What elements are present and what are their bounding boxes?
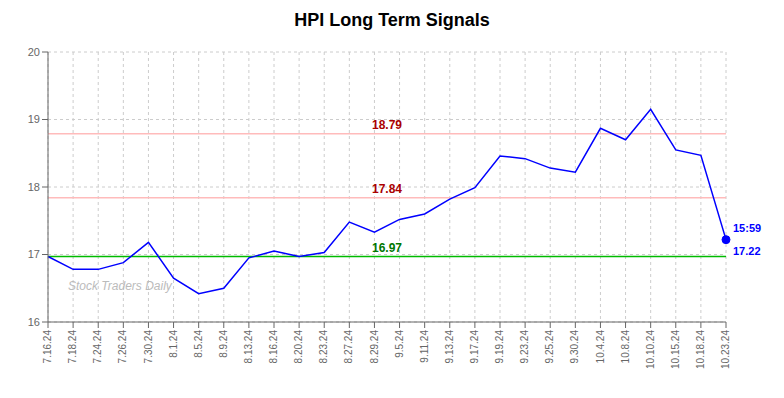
- svg-text:9.11.24: 9.11.24: [419, 330, 430, 363]
- svg-text:8.16.24: 8.16.24: [268, 330, 279, 364]
- svg-text:9.13.24: 9.13.24: [444, 330, 455, 364]
- svg-text:17: 17: [28, 248, 40, 260]
- svg-text:7.26.24: 7.26.24: [117, 330, 128, 364]
- svg-text:7.16.24: 7.16.24: [42, 330, 53, 364]
- svg-text:10.18.24: 10.18.24: [695, 330, 706, 369]
- svg-text:17.22: 17.22: [733, 245, 761, 257]
- svg-text:7.18.24: 7.18.24: [67, 330, 78, 364]
- svg-text:8.5.24: 8.5.24: [193, 330, 204, 358]
- svg-text:8.9.24: 8.9.24: [218, 330, 229, 358]
- html-text:HPI Long Term Signals: HPI Long Term Signals: [294, 10, 490, 30]
- svg-text:8.20.24: 8.20.24: [293, 330, 304, 364]
- svg-text:20: 20: [28, 46, 40, 58]
- svg-text:8.23.24: 8.23.24: [318, 330, 329, 364]
- svg-text:9.5.24: 9.5.24: [394, 330, 405, 358]
- svg-text:8.27.24: 8.27.24: [343, 330, 354, 364]
- svg-text:7.24.24: 7.24.24: [92, 330, 103, 364]
- svg-text:18: 18: [28, 181, 40, 193]
- svg-text:15:59: 15:59: [733, 222, 761, 234]
- svg-text:18.79: 18.79: [372, 118, 402, 132]
- svg-text:9.30.24: 9.30.24: [569, 330, 580, 364]
- svg-text:10.8.24: 10.8.24: [620, 330, 631, 364]
- svg-text:8.1.24: 8.1.24: [168, 330, 179, 358]
- svg-text:10.15.24: 10.15.24: [670, 330, 681, 369]
- svg-text:9.17.24: 9.17.24: [469, 330, 480, 364]
- svg-text:16.97: 16.97: [372, 241, 402, 255]
- svg-text:9.23.24: 9.23.24: [519, 330, 530, 364]
- svg-text:10.10.24: 10.10.24: [645, 330, 656, 369]
- svg-text:9.19.24: 9.19.24: [494, 330, 505, 364]
- svg-text:16: 16: [28, 316, 40, 328]
- svg-text:19: 19: [28, 113, 40, 125]
- html-text:Stock Traders Daily: Stock Traders Daily: [68, 279, 172, 293]
- svg-text:17.84: 17.84: [372, 182, 402, 196]
- svg-text:8.13.24: 8.13.24: [243, 330, 254, 364]
- svg-text:10.23.24: 10.23.24: [720, 330, 731, 369]
- svg-text:10.4.24: 10.4.24: [595, 330, 606, 364]
- svg-text:9.25.24: 9.25.24: [544, 330, 555, 364]
- svg-text:7.30.24: 7.30.24: [143, 330, 154, 364]
- svg-text:8.29.24: 8.29.24: [369, 330, 380, 364]
